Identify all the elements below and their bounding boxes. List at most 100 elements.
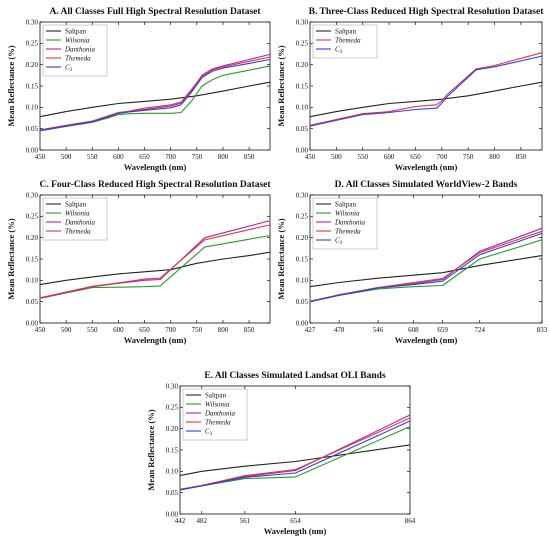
chart-panel-5: E. All Classes Simulated Landsat OLI Ban… <box>146 371 416 536</box>
y-tick-label: 0.30 <box>26 191 39 199</box>
y-tick-label: 0.15 <box>166 446 179 454</box>
legend-entry: Saltpan <box>335 200 356 208</box>
y-tick-label: 0.05 <box>296 125 309 133</box>
series-line-saltpan <box>309 255 543 288</box>
legend-entry: Themeda <box>65 54 91 62</box>
legend-entry: Saltpan <box>65 27 86 35</box>
legend-entry: C3 <box>335 45 343 55</box>
y-tick-label: 0.00 <box>296 319 309 327</box>
y-tick-label: 0.05 <box>26 125 39 133</box>
y-tick-label: 0.20 <box>166 425 179 433</box>
legend-entry: Wilsonia <box>335 209 360 217</box>
series-line-c3 <box>309 55 543 127</box>
y-tick-label: 0.00 <box>26 319 39 327</box>
x-tick-label: 750 <box>192 326 203 334</box>
series-line-themeda <box>39 56 271 131</box>
legend-entry: Danthonia <box>64 218 95 226</box>
x-tick-label: 833 <box>537 326 548 334</box>
x-tick-label: 442 <box>175 517 186 525</box>
x-tick-label: 450 <box>305 153 316 161</box>
y-axis-label: Mean Reflectance (%) <box>276 218 286 299</box>
y-tick-label: 0.25 <box>296 40 309 48</box>
chart-panel-2: B. Three-Class Reduced High Spectral Res… <box>276 7 544 172</box>
chart-title: C. Four-Class Reduced High Spectral Reso… <box>39 180 271 190</box>
legend-entry: Wilsonia <box>205 400 230 408</box>
x-tick-label: 800 <box>489 153 500 161</box>
x-tick-label: 600 <box>113 326 124 334</box>
y-tick-label: 0.05 <box>26 298 39 306</box>
x-axis-label: Wavelength (nm) <box>395 335 458 345</box>
y-tick-label: 0.10 <box>26 277 39 285</box>
x-axis-label: Wavelength (nm) <box>395 162 458 172</box>
x-tick-label: 864 <box>405 517 416 525</box>
x-tick-label: 700 <box>165 326 176 334</box>
chart-title: E. All Classes Simulated Landsat OLI Ban… <box>204 371 386 381</box>
chart-title: A. All Classes Full High Spectral Resolu… <box>49 7 261 17</box>
y-tick-label: 0.25 <box>166 404 179 412</box>
legend-entry: Wilsonia <box>65 209 90 217</box>
y-tick-label: 0.15 <box>296 255 309 263</box>
series-line-wilsonia <box>39 65 271 132</box>
y-tick-label: 0.25 <box>296 213 309 221</box>
y-axis-label: Mean Reflectance (%) <box>6 218 16 299</box>
x-axis-label: Wavelength (nm) <box>264 526 327 536</box>
y-tick-label: 0.25 <box>26 40 39 48</box>
x-tick-label: 700 <box>165 153 176 161</box>
x-tick-label: 600 <box>113 153 124 161</box>
y-tick-label: 0.10 <box>296 277 309 285</box>
x-tick-label: 482 <box>197 517 208 525</box>
y-tick-label: 0.00 <box>166 510 179 518</box>
x-tick-label: 561 <box>240 517 251 525</box>
x-tick-label: 650 <box>410 153 421 161</box>
x-tick-label: 550 <box>357 153 368 161</box>
x-tick-label: 608 <box>408 326 419 334</box>
x-tick-label: 650 <box>139 153 150 161</box>
x-tick-label: 500 <box>331 153 342 161</box>
legend-entry: Danthonia <box>204 409 235 417</box>
x-tick-label: 850 <box>516 153 527 161</box>
y-tick-label: 0.30 <box>26 18 39 26</box>
legend-entry: Saltpan <box>205 391 226 399</box>
legend-entry: Themeda <box>335 36 361 44</box>
chart-panel-1: A. All Classes Full High Spectral Resolu… <box>6 7 271 172</box>
x-tick-label: 427 <box>305 326 316 334</box>
legend-entry: Themeda <box>205 418 231 426</box>
y-tick-label: 0.30 <box>296 191 309 199</box>
x-tick-label: 500 <box>61 153 72 161</box>
x-tick-label: 750 <box>463 153 474 161</box>
y-tick-label: 0.15 <box>26 82 39 90</box>
x-tick-label: 800 <box>218 153 229 161</box>
x-tick-label: 450 <box>35 326 46 334</box>
series-line-saltpan <box>309 81 543 118</box>
x-axis-label: Wavelength (nm) <box>124 162 187 172</box>
y-tick-label: 0.30 <box>166 382 179 390</box>
y-tick-label: 0.10 <box>166 468 179 476</box>
chart-panel-3: C. Four-Class Reduced High Spectral Reso… <box>6 180 271 345</box>
legend-entry: Themeda <box>335 227 361 235</box>
y-tick-label: 0.25 <box>26 213 39 221</box>
series-line-c3 <box>39 58 271 131</box>
legend-entry: Themeda <box>65 227 91 235</box>
x-tick-label: 750 <box>192 153 203 161</box>
x-tick-label: 500 <box>61 326 72 334</box>
y-tick-label: 0.05 <box>296 298 309 306</box>
chart-title: B. Three-Class Reduced High Spectral Res… <box>309 7 545 17</box>
series-line-themeda <box>39 224 271 299</box>
x-tick-label: 850 <box>244 153 255 161</box>
legend-box <box>42 197 108 241</box>
y-axis-label: Mean Reflectance (%) <box>6 45 16 126</box>
y-tick-label: 0.30 <box>296 18 309 26</box>
x-tick-label: 550 <box>87 153 98 161</box>
legend-entry: Saltpan <box>65 200 86 208</box>
legend-entry: Danthonia <box>334 218 365 226</box>
y-axis-label: Mean Reflectance (%) <box>276 45 286 126</box>
y-tick-label: 0.00 <box>296 146 309 154</box>
legend-entry: Wilsonia <box>65 36 90 44</box>
series-line-saltpan <box>39 81 271 118</box>
series-line-saltpan <box>39 251 271 286</box>
y-axis-label: Mean Reflectance (%) <box>146 409 156 490</box>
